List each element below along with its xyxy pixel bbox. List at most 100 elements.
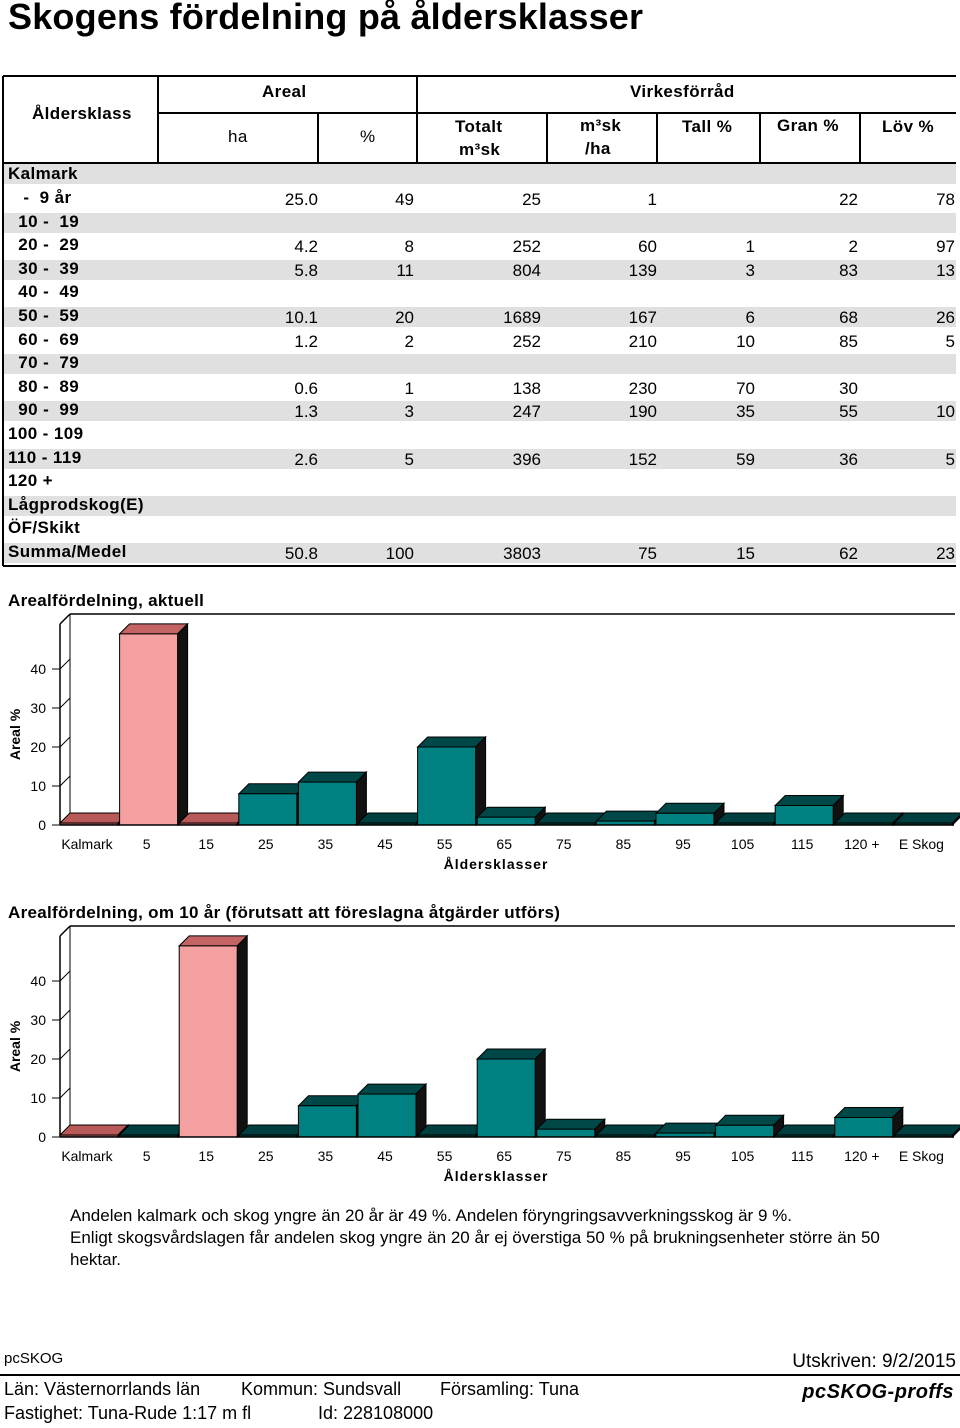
bar-top <box>893 1124 960 1136</box>
bar-top <box>237 1124 309 1136</box>
x-tick-label: 65 <box>496 836 512 852</box>
table-cell-ha: 50.8 <box>284 544 318 563</box>
x-axis-label: Åldersklasser <box>444 856 549 872</box>
table-cell-gran: 36 <box>839 449 858 469</box>
bar <box>774 805 834 826</box>
bar-top <box>356 812 428 824</box>
table-cell-pct: 8 <box>404 237 414 257</box>
x-tick-label: 105 <box>731 1148 755 1164</box>
row-label: 40 - 49 <box>8 282 80 302</box>
table-cell-ha: 1.3 <box>294 402 318 422</box>
table-cell-tall: 70 <box>736 378 755 398</box>
header-areal: Areal <box>262 82 307 101</box>
table-cell-ha: 4.2 <box>294 237 318 257</box>
table-cell-pct: 20 <box>395 308 414 327</box>
table-cell-ha: 5.8 <box>294 260 318 280</box>
table-cell-gran: 85 <box>839 331 858 351</box>
table-cell-m3ha: 60 <box>638 237 657 257</box>
table-cell-tot: 25 <box>522 190 541 209</box>
bar <box>834 1117 894 1138</box>
y-tick-label: 20 <box>30 739 46 755</box>
table-cell-m3ha: 210 <box>628 331 657 351</box>
table-cell-tall: 59 <box>736 449 755 469</box>
table-cell-tot: 138 <box>512 378 541 398</box>
bar <box>357 1093 417 1138</box>
header-totalt-2: m³sk <box>459 140 501 159</box>
row-stripe <box>4 212 956 233</box>
y-tick-label: 40 <box>30 661 46 677</box>
row-label: 30 - 39 <box>8 258 80 278</box>
row-stripe <box>4 307 956 327</box>
y-axis-depth <box>59 613 71 625</box>
x-tick-label: 115 <box>791 836 814 852</box>
y-axis-label: Areal % <box>7 1020 23 1072</box>
table-cell-gran: 30 <box>839 378 858 398</box>
bar-top <box>58 1124 130 1136</box>
x-tick-label: E Skog <box>899 1148 944 1164</box>
row-label: 70 - 79 <box>8 353 80 373</box>
y-tick-label: 40 <box>30 973 46 989</box>
x-axis-label: Åldersklasser <box>444 1168 549 1184</box>
row-label: 120 + <box>8 471 54 491</box>
bar-side <box>236 934 248 1139</box>
table-cell-lov: 26 <box>936 308 955 327</box>
table-cell-pct: 100 <box>385 544 414 563</box>
x-tick-label: 35 <box>318 1148 334 1164</box>
bar-top <box>416 736 487 748</box>
y-axis-depth <box>59 925 71 937</box>
y-tick-depth <box>59 970 71 982</box>
bar-top <box>237 783 309 795</box>
x-tick-label: 55 <box>437 836 453 852</box>
bar <box>297 1105 357 1138</box>
bar-top <box>595 810 666 822</box>
bar-top <box>475 806 547 818</box>
table-cell-tot: 252 <box>512 331 541 351</box>
bar-top <box>654 1122 726 1134</box>
x-tick-label: 15 <box>198 1148 214 1164</box>
x-tick-label: 85 <box>616 836 632 852</box>
page-title: Skogens fördelning på åldersklasser <box>8 0 644 37</box>
table-cell-gran: 2 <box>848 237 858 257</box>
x-tick-label: 25 <box>258 836 274 852</box>
table-cell-m3ha: 1 <box>647 190 657 209</box>
table-cell-lov: 78 <box>936 190 955 209</box>
table-cell-pct: 2 <box>404 331 414 351</box>
row-stripe <box>4 448 956 469</box>
y-tick-label: 30 <box>30 700 46 716</box>
table-cell-tall: 6 <box>745 308 755 327</box>
table-cell-gran: 62 <box>839 544 858 563</box>
table-cell-m3ha: 139 <box>628 260 657 280</box>
table-cell-tot: 396 <box>512 449 541 469</box>
x-tick-label: 115 <box>791 1148 814 1164</box>
bar-top <box>654 802 726 814</box>
bar-side <box>177 622 189 827</box>
header-ha: ha <box>228 127 248 146</box>
x-tick-label: Kalmark <box>61 1148 113 1164</box>
row-label: 20 - 29 <box>8 235 80 255</box>
bar <box>178 945 238 1138</box>
x-tick-label: 65 <box>496 1148 512 1164</box>
row-stripe <box>4 354 956 375</box>
table-cell-lov: 23 <box>936 544 955 563</box>
y-tick-label: 0 <box>38 817 46 833</box>
table-cell-gran: 68 <box>839 308 858 327</box>
bar-top <box>356 1083 428 1095</box>
bar-top <box>177 812 249 824</box>
bar-top <box>416 1124 487 1136</box>
x-tick-label: 85 <box>616 1148 632 1164</box>
table-cell-gran: 55 <box>839 402 858 422</box>
y-axis-label: Areal % <box>7 708 23 760</box>
table-cell-pct: 3 <box>404 402 414 422</box>
table-cell-m3ha: 190 <box>628 402 657 422</box>
x-tick-label: 45 <box>377 836 393 852</box>
bar-top <box>297 771 368 783</box>
bar <box>119 633 179 826</box>
table-cell-tall: 3 <box>745 260 755 280</box>
y-tick-depth <box>59 1009 71 1021</box>
table-cell-lov: 97 <box>936 237 955 257</box>
table-cell-tot: 804 <box>512 260 541 280</box>
chart2-title: Arealfördelning, om 10 år (förutsatt att… <box>8 903 561 922</box>
row-stripe <box>4 259 956 280</box>
bar-top <box>714 812 785 824</box>
row-label: 80 - 89 <box>8 376 80 396</box>
